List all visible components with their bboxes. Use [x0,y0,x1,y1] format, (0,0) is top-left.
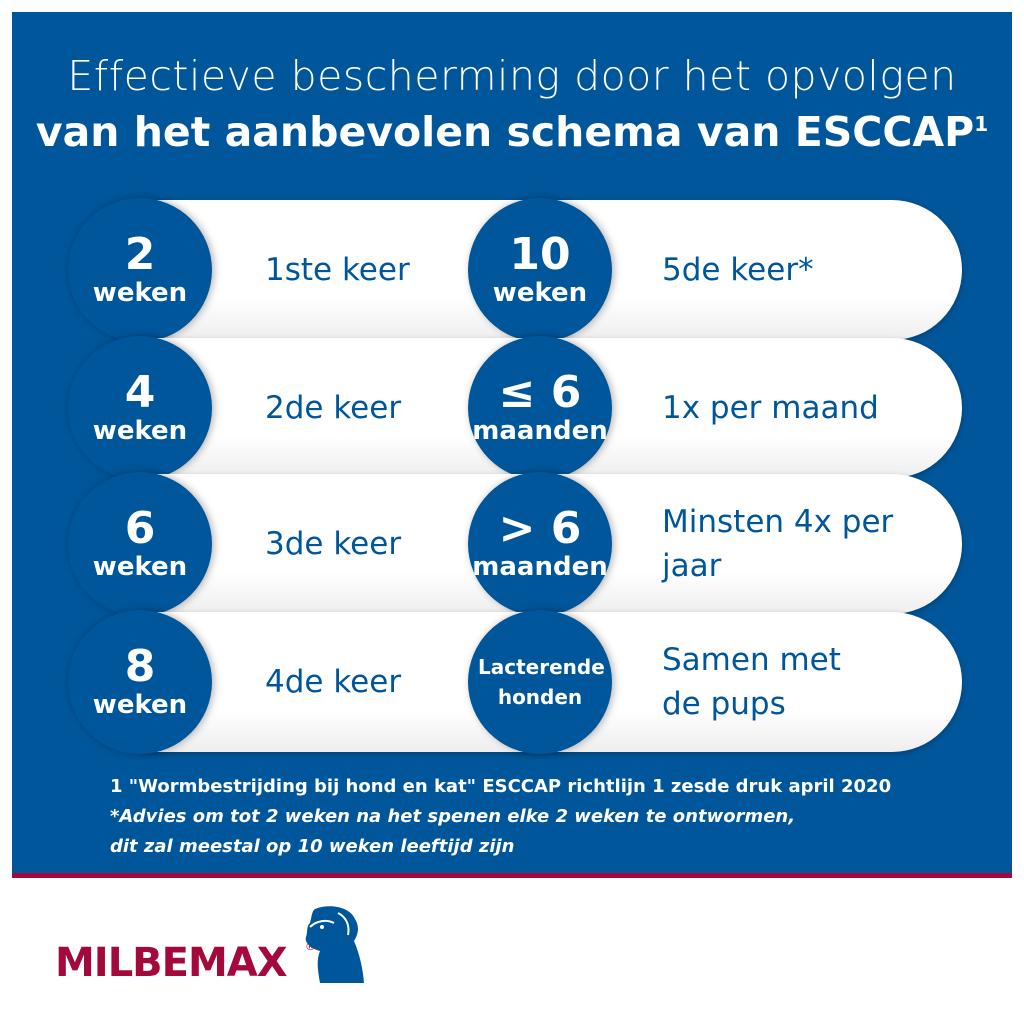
title-line-2: van het aanbevolen schema van ESCCAP1 [0,108,1024,156]
dose-label-line: 5de keer* [662,252,814,288]
age-number: 2 [124,229,156,280]
left-age-circle: 4 weken [68,336,212,480]
age-number: 8 [124,641,156,692]
dose-label: 4de keer [265,664,402,700]
title-line-1: Effectieve bescherming door het opvolgen [67,52,957,100]
dose-label-line: Samen met [662,642,841,678]
dose-label: 5de keer* [662,248,814,292]
dose-label: 3de keer [265,526,402,562]
age-unit: weken [492,278,588,308]
footnote-ref: 1 [974,112,989,136]
dose-label-line: Minsten 4x per [662,504,894,540]
footnote-3: dit zal meestal op 10 weken leeftijd zij… [110,836,515,857]
dog-head-icon [305,906,364,983]
dose-label-line: 1x per maand [662,390,879,426]
footnote-1: 1 "Wormbestrijding bij hond en kat" ESCC… [110,776,892,797]
age-number: ≤ 6 [498,367,582,418]
age-number: 10 [509,229,571,280]
age-unit: weken [92,416,188,446]
age-unit: weken [92,278,188,308]
dose-label-line: de pups [662,686,786,722]
right-age-circle: > 6 maanden [468,472,612,616]
dose-label: 2de keer [265,390,402,426]
age-unit: Lacterende honden [478,655,605,709]
age-unit: weken [92,690,188,720]
title-text: van het aanbevolen schema van ESCCAP [35,108,975,156]
footnote-2: *Advies om tot 2 weken na het spenen elk… [110,806,796,827]
left-age-circle: 6 weken [68,472,212,616]
right-age-circle: Lacterende honden [468,610,612,754]
age-number: > 6 [498,503,582,554]
left-age-circle: 2 weken [68,198,212,342]
dose-label: Minsten 4x per jaar [662,500,893,588]
dose-label: Samen met de pups [662,638,841,726]
age-unit: maanden [472,416,608,446]
dose-label: 1x per maand [662,386,879,430]
right-age-circle: 10 weken [468,198,612,342]
footnotes: 1 "Wormbestrijding bij hond en kat" ESCC… [110,772,891,862]
right-age-circle: ≤ 6 maanden [468,336,612,480]
age-number: 6 [124,503,156,554]
logo-text: MILBEMAX [55,940,288,986]
age-number: 4 [124,367,156,418]
age-unit: maanden [472,552,608,582]
left-age-circle: 8 weken [68,610,212,754]
milbemax-logo: MILBEMAX ® [55,900,365,990]
dose-label-line: jaar [662,548,722,584]
dose-label: 1ste keer [265,252,410,288]
age-unit: weken [92,552,188,582]
